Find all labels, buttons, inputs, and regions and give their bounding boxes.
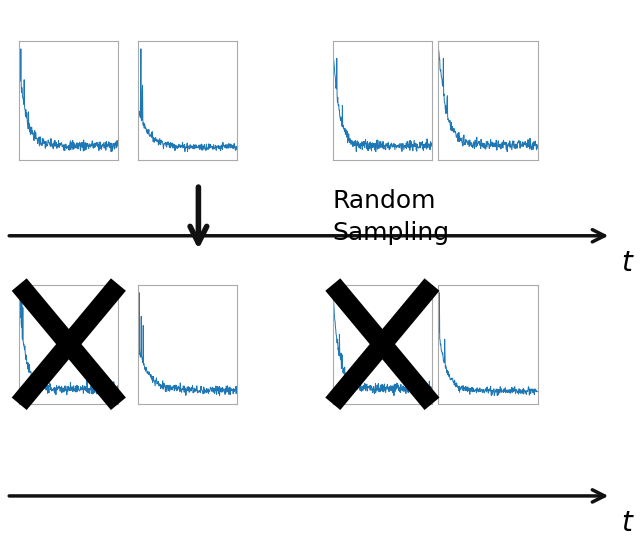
Text: t: t <box>621 509 632 537</box>
Text: Random
Sampling: Random Sampling <box>333 189 450 244</box>
Text: t: t <box>621 249 632 277</box>
